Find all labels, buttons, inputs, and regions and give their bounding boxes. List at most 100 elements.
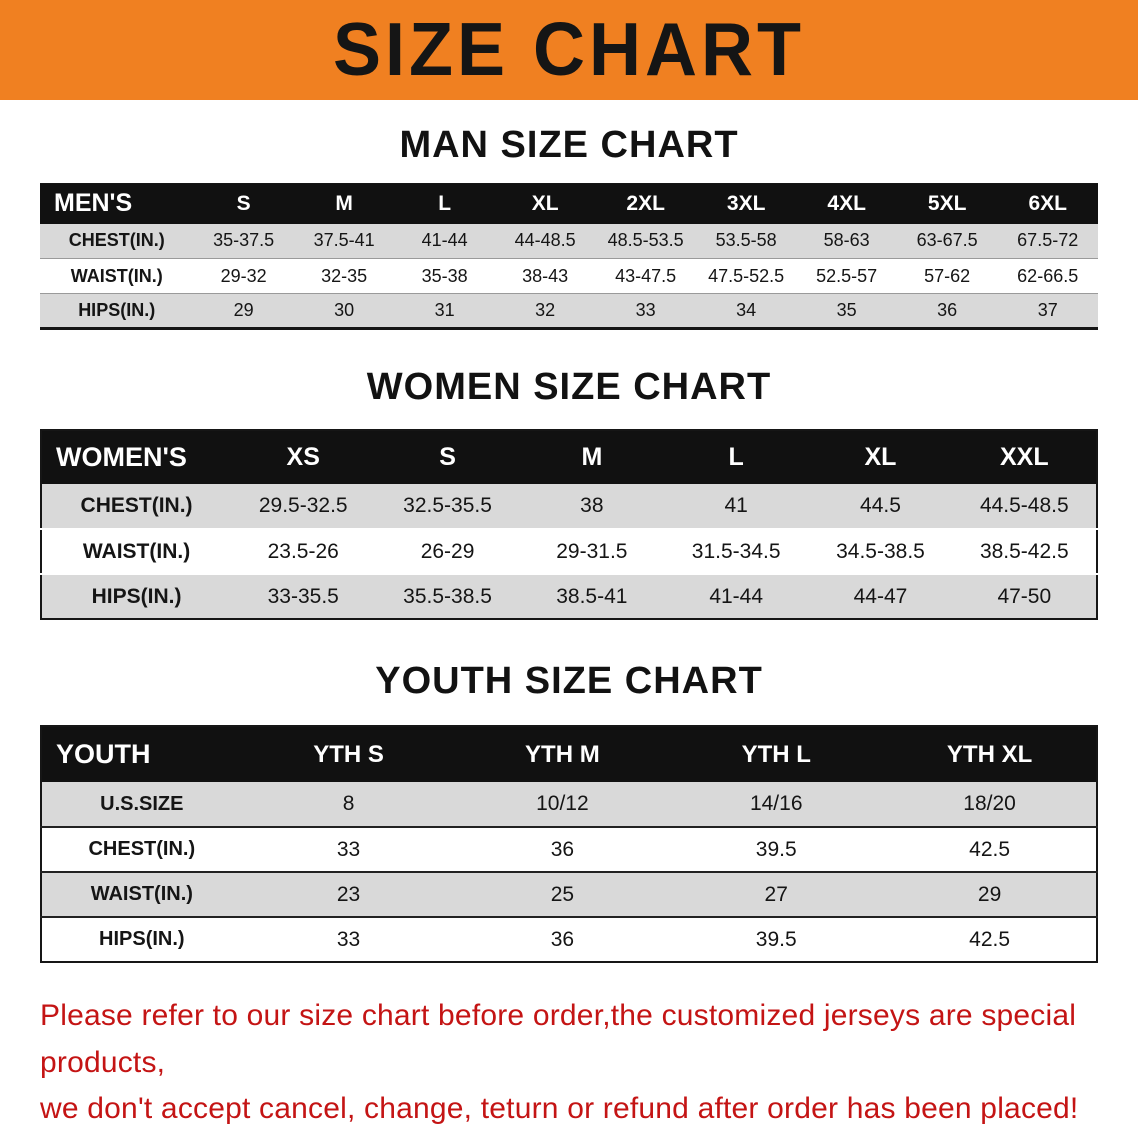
measurement-label: CHEST(IN.) xyxy=(88,838,196,860)
table-header-row: YOUTH YTH S YTH M YTH L YTH XL xyxy=(41,726,1097,782)
size-value: 62-66.5 xyxy=(1017,265,1079,286)
size-value: 44-48.5 xyxy=(514,230,576,251)
size-header-cell: S xyxy=(236,191,251,215)
women-size-chart-section: WOMEN SIZE CHART WOMEN'S XS S M L XL XXL CHEST(… xyxy=(0,366,1138,620)
measurement-label: WAIST(IN.) xyxy=(82,539,191,563)
size-value: 23.5-26 xyxy=(267,539,339,563)
youth-size-chart-section: YOUTH SIZE CHART YOUTH YTH S YTH M YTH L YTH… xyxy=(0,660,1138,963)
size-value: 44.5 xyxy=(860,494,901,517)
size-value: 37.5-41 xyxy=(313,230,375,251)
table-row: WAIST(IN.) 23 25 27 29 xyxy=(41,872,1097,917)
size-value: 38 xyxy=(580,494,604,517)
size-value: 18/20 xyxy=(963,792,1016,815)
size-header-cell: XS xyxy=(286,443,320,471)
table-row: HIPS(IN.) 29 30 31 32 33 34 35 36 37 xyxy=(40,293,1098,329)
size-value: 29 xyxy=(977,882,1002,906)
table-row: CHEST(IN.) 33 36 39.5 42.5 xyxy=(41,827,1097,872)
youth-size-table: YOUTH YTH S YTH M YTH L YTH XL U.S.SIZE 8 10/12… xyxy=(40,725,1098,963)
size-value: 14/16 xyxy=(749,792,803,815)
size-header-cell: 3XL xyxy=(726,191,766,215)
size-chart-banner: SIZE CHART xyxy=(0,0,1138,100)
size-value: 44.5-48.5 xyxy=(979,494,1069,517)
size-value: 47-50 xyxy=(997,584,1052,608)
table-row: WAIST(IN.) 29-32 32-35 35-38 38-43 43-47.5 47.… xyxy=(40,258,1098,294)
size-value: 41-44 xyxy=(709,584,764,608)
table-row: U.S.SIZE 8 10/12 14/16 18/20 xyxy=(41,782,1097,827)
size-value: 47.5-52.5 xyxy=(708,265,785,286)
size-header-cell: M xyxy=(581,443,603,471)
size-value: 36 xyxy=(550,837,575,861)
size-value: 44-47 xyxy=(853,584,908,608)
women-table-wrapper: WOMEN'S XS S M L XL XXL CHEST(IN.) 29.5-32.5 32.5… xyxy=(40,429,1098,620)
size-header-cell: YTH XL xyxy=(946,740,1033,768)
size-value: 29.5-32.5 xyxy=(258,494,348,517)
size-value: 35-37.5 xyxy=(213,230,275,251)
size-header-cell: 6XL xyxy=(1028,191,1067,215)
size-header-cell: 2XL xyxy=(626,191,665,215)
size-header-cell: L xyxy=(728,443,744,471)
table-title-cell: YOUTH xyxy=(56,739,151,769)
table-title-cell: MEN'S xyxy=(54,189,133,218)
disclaimer-line-1: Please refer to our size chart before or… xyxy=(40,999,1077,1079)
size-value: 8 xyxy=(342,792,355,815)
measurement-label: HIPS(IN.) xyxy=(99,928,185,950)
size-value: 41 xyxy=(724,494,748,517)
size-header-cell: XL xyxy=(531,191,559,215)
measurement-label: WAIST(IN.) xyxy=(70,265,163,286)
size-value: 29-32 xyxy=(220,265,267,286)
size-value: 42.5 xyxy=(969,837,1011,861)
measurement-label: U.S.SIZE xyxy=(100,792,184,815)
size-value: 27 xyxy=(764,882,788,906)
size-value: 41-44 xyxy=(421,230,468,251)
size-value: 36 xyxy=(937,300,958,320)
man-size-chart-section: MAN SIZE CHART MEN'S S M L XL 2XL 3XL 4XL 5XL 6XL… xyxy=(0,124,1138,330)
size-value: 32.5-35.5 xyxy=(403,494,492,517)
men-size-table: MEN'S S M L XL 2XL 3XL 4XL 5XL 6XL CHEST(IN.) 35-37… xyxy=(40,183,1098,330)
size-value: 10/12 xyxy=(536,792,589,815)
size-value: 34 xyxy=(736,300,757,320)
size-value: 25 xyxy=(550,882,575,906)
size-value: 52.5-57 xyxy=(816,265,878,286)
size-value: 31 xyxy=(434,300,455,320)
size-value: 48.5-53.5 xyxy=(607,230,684,251)
size-value: 29 xyxy=(233,300,254,320)
table-row: CHEST(IN.) 35-37.5 37.5-41 41-44 44-48.5 48.5… xyxy=(40,223,1098,259)
measurement-label: CHEST(IN.) xyxy=(68,230,165,251)
table-row: HIPS(IN.) 33 36 39.5 42.5 xyxy=(41,917,1097,962)
size-header-cell: YTH L xyxy=(741,740,811,768)
size-value: 39.5 xyxy=(755,837,797,861)
size-header-cell: M xyxy=(335,191,353,215)
size-header-cell: XXL xyxy=(1000,443,1049,471)
disclaimer-line-2: we don't accept cancel, change, teturn o… xyxy=(40,1092,1079,1125)
size-header-cell: L xyxy=(438,191,452,215)
size-value: 35 xyxy=(836,300,857,320)
men-table-wrapper: MEN'S S M L XL 2XL 3XL 4XL 5XL 6XL CHEST(IN.) 35-37… xyxy=(40,183,1098,330)
size-header-cell: 4XL xyxy=(827,191,866,215)
size-value: 33 xyxy=(635,300,656,320)
size-value: 38-43 xyxy=(522,265,569,286)
size-header-cell: 5XL xyxy=(927,191,967,215)
size-header-cell: YTH M xyxy=(525,740,600,768)
size-value: 39.5 xyxy=(755,927,797,951)
size-value: 57-62 xyxy=(924,265,971,286)
disclaimer-text: Please refer to our size chart before or… xyxy=(40,993,1100,1132)
size-value: 42.5 xyxy=(969,927,1011,951)
size-value: 33 xyxy=(336,837,361,861)
size-value: 26-29 xyxy=(420,539,475,563)
size-value: 35.5-38.5 xyxy=(403,584,492,608)
size-header-cell: YTH S xyxy=(313,740,384,768)
size-value: 30 xyxy=(334,300,355,320)
size-value: 32-35 xyxy=(321,265,368,286)
size-value: 34.5-38.5 xyxy=(836,539,925,563)
banner-title: SIZE CHART xyxy=(333,8,805,93)
table-row: CHEST(IN.) 29.5-32.5 32.5-35.5 38 41 44.5 44.5… xyxy=(41,484,1097,529)
table-row: WAIST(IN.) 23.5-26 26-29 29-31.5 31.5-34.5 34… xyxy=(41,529,1097,574)
women-size-table: WOMEN'S XS S M L XL XXL CHEST(IN.) 29.5-32.5 32.5… xyxy=(40,429,1098,620)
size-value: 43-47.5 xyxy=(615,265,677,286)
measurement-label: HIPS(IN.) xyxy=(78,300,156,320)
size-value: 67.5-72 xyxy=(1017,230,1079,251)
man-section-heading: MAN SIZE CHART xyxy=(399,124,739,166)
women-section-heading: WOMEN SIZE CHART xyxy=(366,366,772,408)
measurement-label: WAIST(IN.) xyxy=(90,883,193,905)
